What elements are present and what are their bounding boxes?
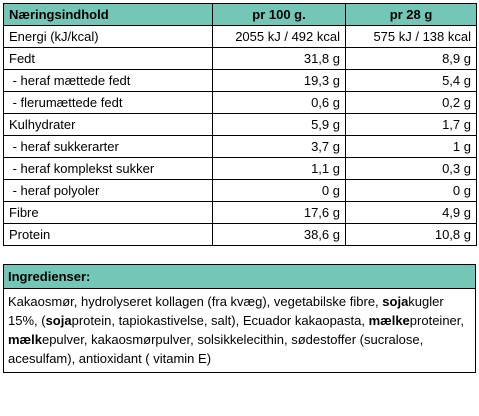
table-cell: 17,6 g xyxy=(212,201,346,224)
table-cell: - heraf mættede fedt xyxy=(3,69,213,92)
table-cell: - heraf komplekst sukker xyxy=(3,157,213,180)
table-cell: - heraf polyoler xyxy=(3,179,213,202)
ingredients-box: Ingredienser: Kakaosmør, hydrolyseret ko… xyxy=(3,264,476,373)
ingredient-segment: mælk xyxy=(8,332,42,347)
table-cell: 10,8 g xyxy=(345,223,477,246)
table-row: - heraf komplekst sukker 1,1 g 0,3 g xyxy=(3,157,477,180)
table-row: Fedt 31,8 g 8,9 g xyxy=(3,47,477,70)
table-cell: 3,7 g xyxy=(212,135,346,158)
table-row: Fibre 17,6 g 4,9 g xyxy=(3,201,477,224)
header-cell: Næringsindhold xyxy=(3,3,213,26)
table-cell: Fibre xyxy=(3,201,213,224)
table-cell: 0,3 g xyxy=(345,157,477,180)
table-cell: Protein xyxy=(3,223,213,246)
ingredient-segment: proteiner, xyxy=(409,313,464,328)
table-cell: 1,7 g xyxy=(345,113,477,136)
table-cell: 0,2 g xyxy=(345,91,477,114)
table-cell: 0 g xyxy=(345,179,477,202)
ingredient-segment: soja xyxy=(45,313,72,328)
table-cell: 19,3 g xyxy=(212,69,346,92)
table-cell: 575 kJ / 138 kcal xyxy=(345,25,477,48)
ingredient-segment: Kakaosmør, hydrolyseret kollagen (fra kv… xyxy=(8,294,383,309)
table-cell: - heraf sukkerarter xyxy=(3,135,213,158)
table-row: Protein 38,6 g 10,8 g xyxy=(3,223,477,246)
table-cell: 5,4 g xyxy=(345,69,477,92)
table-cell: 1 g xyxy=(345,135,477,158)
table-row: - flerumættede fedt 0,6 g 0,2 g xyxy=(3,91,477,114)
header-cell: pr 28 g xyxy=(345,3,477,26)
table-cell: 0 g xyxy=(212,179,346,202)
header-cell: pr 100 g. xyxy=(212,3,346,26)
table-cell: Energi (kJ/kcal) xyxy=(3,25,213,48)
table-cell: Fedt xyxy=(3,47,213,70)
table-cell: 8,9 g xyxy=(345,47,477,70)
ingredient-segment: soja xyxy=(382,294,409,309)
ingredient-segment: kugler 15%, ( xyxy=(8,294,444,328)
ingredient-segment: mælke xyxy=(368,313,410,328)
table-cell: 1,1 g xyxy=(212,157,346,180)
table-cell: 31,8 g xyxy=(212,47,346,70)
table-cell: 0,6 g xyxy=(212,91,346,114)
table-row: - heraf mættede fedt 19,3 g 5,4 g xyxy=(3,69,477,92)
table-row: Energi (kJ/kcal) 2055 kJ / 492 kcal 575 kJ… xyxy=(3,25,477,48)
table-cell: 4,9 g xyxy=(345,201,477,224)
table-cell: - flerumættede fedt xyxy=(3,91,213,114)
header-row: Næringsindhold pr 100 g. pr 28 g xyxy=(3,3,477,26)
table-cell: 2055 kJ / 492 kcal xyxy=(212,25,346,48)
table-row: Kulhydrater 5,9 g 1,7 g xyxy=(3,113,477,136)
nutrition-table: Næringsindhold pr 100 g. pr 28 g Energi (k… xyxy=(3,3,477,246)
table-cell: 38,6 g xyxy=(212,223,346,246)
table-body: Energi (kJ/kcal) 2055 kJ / 492 kcal 575 kJ… xyxy=(3,25,477,246)
ingredient-segment: epulver, kakaosmørpulver, solsikkelecith… xyxy=(8,332,424,366)
nutrition-table-wrap: Næringsindhold pr 100 g. pr 28 g Energi (k… xyxy=(3,3,477,246)
ingredients-text: Kakaosmør, hydrolyseret kollagen (fra kv… xyxy=(4,289,475,372)
table-cell: 5,9 g xyxy=(212,113,346,136)
ingredients-title: Ingredienser: xyxy=(4,265,475,289)
ingredient-segment: protein, tapiokastivelse, salt), Ecuador… xyxy=(71,313,369,328)
table-cell: Kulhydrater xyxy=(3,113,213,136)
